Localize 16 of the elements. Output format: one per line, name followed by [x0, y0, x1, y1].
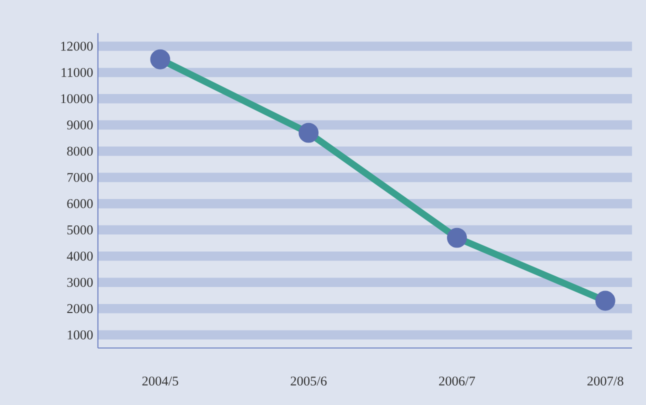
y-tick-label: 2000: [67, 304, 93, 314]
y-tick-label: 7000: [68, 172, 93, 182]
x-tick-label: 2004/5: [142, 376, 178, 386]
y-tick-label: 4000: [66, 252, 93, 261]
x-tick-label: 2006/7: [439, 376, 476, 386]
y-tick-label: 10000: [61, 94, 93, 104]
x-tick-label: 2007/8: [587, 376, 624, 386]
y-tick-label: 12000: [61, 42, 93, 51]
y-tick-label: 1000: [68, 330, 93, 340]
y-tick-label: 11000: [62, 68, 93, 77]
y-tick-label: 3000: [67, 278, 93, 287]
x-tick-label: 2005/6: [290, 376, 327, 386]
y-tick-label: 6000: [67, 199, 93, 208]
y-tick-label: 9000: [67, 120, 93, 130]
y-tick-label: 5000: [67, 225, 93, 234]
y-tick-label: 8000: [67, 146, 93, 156]
